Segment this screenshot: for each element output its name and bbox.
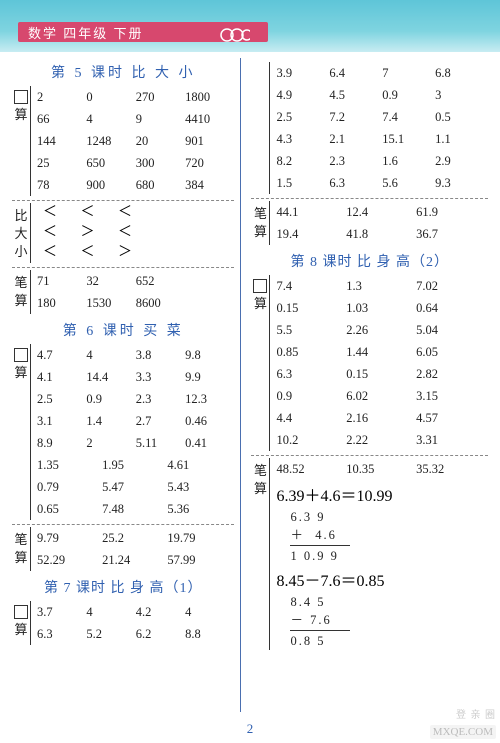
lesson5-bidaxiao: 比大小 ＜ ＜ ＜ ＜ ＞ ＜ ＜ ＜ ＞ [12,203,234,263]
page-number: 2 [0,721,500,737]
lesson8-title: 第 8 课时 比 身 高（2） [251,251,488,271]
bisuan-label-8: 笔算 [251,458,269,650]
page-header: 数学 四年级 下册 [0,0,500,52]
kousuan-label-8: 算 [251,275,269,451]
lesson7-kousuan: 算 3.744.24 6.35.26.28.8 [12,601,234,645]
lesson6-kousuan: 算 4.743.89.8 4.114.43.39.9 2.50.92.312.3… [12,344,234,520]
watermark-source: 登 亲 圈 [456,706,496,721]
vertical-calc-2: 8.4 5 － 7.6 0.8 5 [276,593,488,650]
watermark-url: MXQE.COM [430,725,496,739]
kousuan-label-7: 算 [12,601,30,645]
equation-1: 6.39＋4.6＝10.99 [276,482,488,506]
cont-bisuan: 笔算 44.112.461.9 19.441.836.7 [251,201,488,245]
lesson5-title: 第 5 课时 比 大 小 [12,62,234,82]
lesson7-title: 第 7 课时 比 身 高（1） [12,577,234,597]
bisuan-label-r1: 笔算 [251,201,269,245]
header-ornament-icon [220,26,250,44]
header-title: 数学 四年级 下册 [28,23,144,42]
lesson8-bisuan: 笔算 48.5210.3535.32 6.39＋4.6＝10.99 6.3 9 … [251,458,488,650]
content-area: 第 5 课时 比 大 小 算 202701800 66494410 144124… [0,52,500,712]
kousuan-label: 算 [12,86,30,196]
kousuan-label-6: 算 [12,344,30,520]
lesson5-bisuan: 笔算 7132652 18015308600 [12,270,234,314]
bisuan-label-6: 笔算 [12,527,30,571]
right-column: 3.96.476.8 4.94.50.93 2.57.27.40.5 4.32.… [240,58,488,712]
vertical-calc-1: 6.3 9 ＋ 4.6 1 0.9 9 [276,508,488,565]
equation-2: 8.45－7.6＝0.85 [276,567,488,591]
cont-kousuan: 3.96.476.8 4.94.50.93 2.57.27.40.5 4.32.… [251,62,488,194]
lesson5-kousuan: 算 202701800 66494410 144124820901 256503… [12,86,234,196]
lesson6-title: 第 6 课时 买 菜 [12,320,234,340]
lesson8-kousuan: 算 7.41.37.02 0.151.030.64 5.52.265.04 0.… [251,275,488,451]
bisuan-label: 笔算 [12,270,30,314]
lesson6-bisuan: 笔算 9.7925.219.79 52.2921.2457.99 [12,527,234,571]
left-column: 第 5 课时 比 大 小 算 202701800 66494410 144124… [12,58,240,712]
bidaxiao-label: 比大小 [12,203,30,263]
